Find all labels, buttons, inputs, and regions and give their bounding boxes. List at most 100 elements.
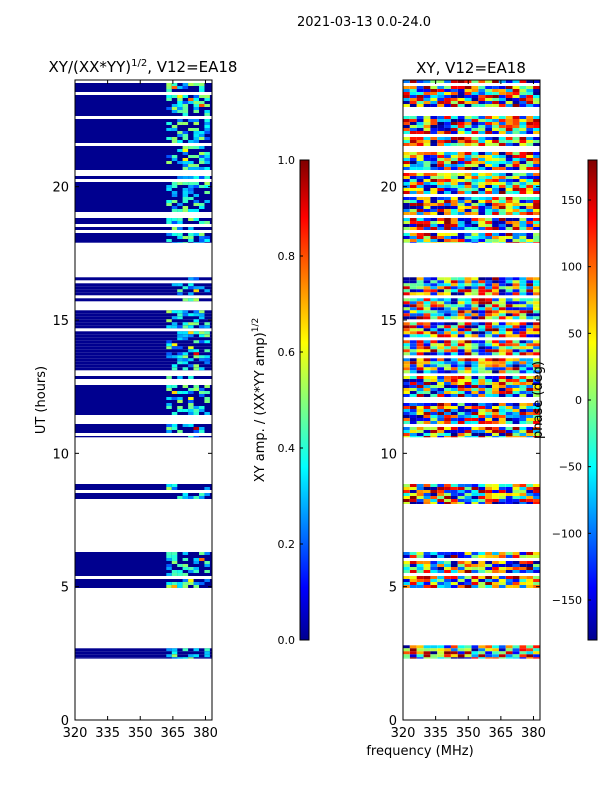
heatmap-cell bbox=[444, 436, 451, 438]
heatmap-cell bbox=[519, 310, 527, 314]
heatmap-cell bbox=[199, 406, 205, 409]
heatmap-cell bbox=[437, 283, 445, 287]
colorbar-tick-label: 50 bbox=[568, 327, 582, 340]
heatmap-cell bbox=[423, 346, 431, 350]
heatmap-cell bbox=[188, 185, 194, 188]
heatmap-cell bbox=[533, 409, 540, 412]
heatmap-cell bbox=[478, 86, 486, 89]
heatmap-cell bbox=[478, 555, 486, 558]
heatmap-cell bbox=[457, 648, 465, 652]
heatmap-cell bbox=[498, 358, 506, 362]
heatmap-cell bbox=[177, 316, 183, 320]
heatmap-cell bbox=[450, 128, 458, 131]
heatmap-cell bbox=[478, 651, 486, 655]
heatmap-cell bbox=[533, 233, 540, 236]
y-tick-label: 20 bbox=[52, 181, 69, 196]
heatmap-cell bbox=[423, 101, 431, 104]
heatmap-cell bbox=[478, 131, 486, 134]
heatmap-cell bbox=[478, 406, 486, 409]
heatmap-cell bbox=[492, 137, 499, 140]
heatmap-cell bbox=[519, 101, 527, 104]
heatmap-cell bbox=[166, 128, 172, 131]
heatmap-cell bbox=[505, 101, 513, 104]
heatmap-row bbox=[75, 236, 212, 239]
heatmap-cell bbox=[498, 89, 506, 92]
heatmap-cell bbox=[471, 322, 479, 326]
heatmap-cell bbox=[519, 645, 527, 649]
heatmap-cell bbox=[437, 191, 445, 194]
heatmap-cell bbox=[533, 651, 540, 655]
heatmap-cell bbox=[182, 131, 189, 134]
heatmap-cell bbox=[444, 280, 451, 284]
heatmap-cell bbox=[444, 167, 451, 170]
heatmap-cell bbox=[193, 367, 199, 371]
heatmap-cell bbox=[471, 552, 479, 555]
heatmap-cell bbox=[485, 496, 492, 499]
heatmap-cell bbox=[457, 367, 465, 371]
heatmap-row bbox=[75, 654, 212, 658]
heatmap-cell bbox=[430, 212, 438, 215]
heatmap-cell bbox=[512, 358, 520, 362]
heatmap-cell bbox=[423, 280, 431, 284]
heatmap-cell bbox=[171, 194, 178, 197]
heatmap-cell bbox=[519, 185, 527, 188]
heatmap-cell bbox=[471, 137, 479, 140]
heatmap-cell bbox=[457, 86, 465, 89]
heatmap-cell bbox=[485, 433, 492, 436]
heatmap-cell bbox=[437, 137, 445, 140]
heatmap-cell bbox=[444, 651, 451, 655]
heatmap-cell bbox=[423, 645, 431, 649]
heatmap-cell bbox=[478, 310, 486, 314]
heatmap-cell bbox=[416, 155, 424, 158]
heatmap-cell bbox=[471, 286, 479, 290]
heatmap-cell bbox=[478, 289, 486, 293]
heatmap-cell bbox=[457, 496, 465, 499]
colorbar-tick-label: 0 bbox=[575, 394, 582, 407]
heatmap-cell bbox=[505, 179, 513, 182]
colorbar-tick-label: 100 bbox=[561, 261, 582, 274]
heatmap-cell bbox=[171, 137, 178, 140]
heatmap-cell bbox=[193, 570, 199, 573]
heatmap-cell bbox=[512, 140, 520, 143]
heatmap-cell bbox=[478, 161, 486, 164]
heatmap-cell bbox=[519, 164, 527, 167]
heatmap-cell bbox=[437, 552, 445, 555]
heatmap-cell bbox=[471, 280, 479, 284]
heatmap-cell bbox=[437, 409, 445, 412]
heatmap-cell bbox=[492, 122, 499, 125]
heatmap-cell bbox=[457, 239, 465, 242]
amplitude-colorbar-gradient bbox=[299, 159, 310, 641]
heatmap-cell bbox=[526, 80, 534, 83]
heatmap-cell bbox=[166, 388, 172, 391]
heatmap-cell bbox=[450, 310, 458, 314]
heatmap-cell bbox=[526, 218, 534, 221]
heatmap-cell bbox=[182, 496, 189, 499]
heatmap-cell bbox=[526, 657, 534, 659]
heatmap-cell bbox=[485, 131, 492, 134]
heatmap-cell bbox=[166, 352, 172, 356]
heatmap-cell bbox=[199, 388, 205, 391]
heatmap-cell bbox=[204, 122, 210, 125]
heatmap-cell bbox=[512, 233, 520, 236]
heatmap-cell bbox=[193, 313, 199, 317]
heatmap-cell bbox=[199, 131, 205, 134]
heatmap-cell bbox=[471, 388, 479, 391]
heatmap-cell bbox=[409, 564, 417, 567]
heatmap-cell bbox=[430, 307, 438, 311]
heatmap-cell bbox=[478, 101, 486, 104]
heatmap-cell bbox=[450, 579, 458, 582]
heatmap-cell bbox=[526, 292, 534, 296]
heatmap-cell bbox=[485, 128, 492, 131]
heatmap-cell bbox=[450, 654, 458, 658]
heatmap-cell bbox=[485, 161, 492, 164]
heatmap-cell bbox=[471, 331, 479, 335]
heatmap-cell bbox=[409, 292, 417, 296]
heatmap-cell bbox=[430, 385, 438, 388]
heatmap-cell bbox=[478, 436, 486, 438]
heatmap-cell bbox=[182, 107, 189, 110]
heatmap-cell bbox=[485, 283, 492, 287]
heatmap-cell bbox=[519, 361, 527, 365]
heatmap-cell bbox=[505, 158, 513, 161]
heatmap-cell bbox=[437, 334, 445, 338]
heatmap-cell bbox=[485, 415, 492, 418]
